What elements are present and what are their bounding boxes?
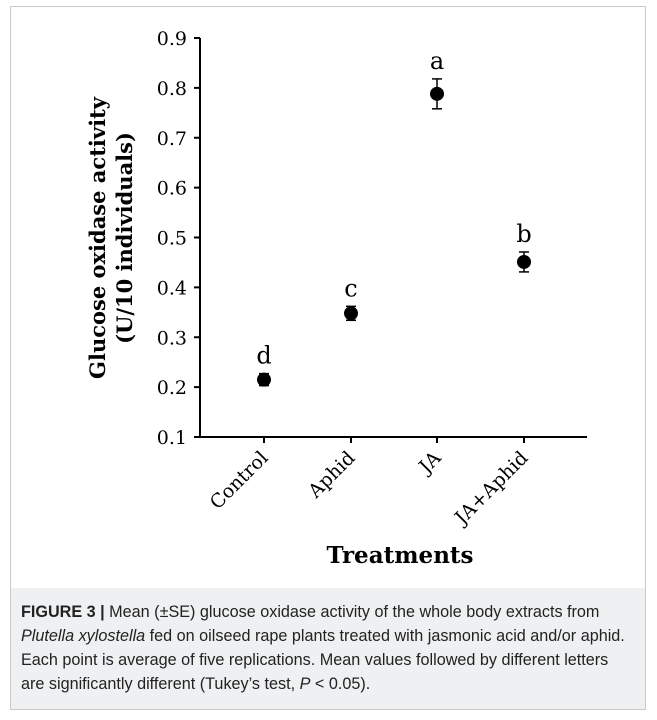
x-tick-label: JA+Aphid	[449, 447, 532, 530]
y-axis-label-line2: (U/10 individuals)	[112, 132, 137, 344]
significance-letter: c	[344, 274, 357, 302]
y-tick-label: 0.2	[157, 377, 187, 399]
y-tick-label: 0.7	[157, 128, 187, 150]
caption-text-3: < 0.05).	[310, 675, 371, 693]
significance-letter: d	[256, 342, 271, 370]
y-tick-label: 0.5	[157, 228, 187, 250]
y-tick-label: 0.1	[157, 427, 187, 449]
axis-labels: Glucose oxidase activity(U/10 individual…	[85, 96, 473, 569]
y-tick-label: 0.8	[157, 78, 187, 100]
y-axis-label: Glucose oxidase activity(U/10 individual…	[85, 96, 137, 379]
data-point	[257, 372, 271, 387]
caption-p: P	[299, 675, 311, 693]
x-tick-label: Aphid	[303, 447, 359, 503]
y-tick-label: 0.3	[157, 327, 187, 349]
y-tick-label: 0.4	[157, 277, 187, 299]
figure-caption: FIGURE 3 | Mean (±SE) glucose oxidase ac…	[11, 588, 645, 709]
caption-species: Plutella xylostella	[21, 627, 146, 645]
data-point	[344, 306, 358, 321]
data-point	[430, 86, 444, 101]
chart: 0.1 0.2 0.3 0.4 0.5 0.6 0.7 0.8 0.9 Control Aphid J…	[85, 28, 587, 569]
data-marks: d c a b	[256, 47, 532, 387]
x-tick-label: Control	[206, 447, 273, 514]
y-tick-label: 0.6	[157, 178, 187, 200]
x-axis-label: Treatments	[327, 542, 474, 569]
caption-label: FIGURE 3 |	[21, 603, 105, 621]
y-axis-label-line1: Glucose oxidase activity	[85, 96, 110, 379]
axes: 0.1 0.2 0.3 0.4 0.5 0.6 0.7 0.8 0.9 Control Aphid J…	[157, 28, 587, 530]
significance-letter: a	[430, 47, 444, 75]
caption-text-1: Mean (±SE) glucose oxidase activity of t…	[104, 603, 600, 621]
y-tick-label: 0.9	[157, 28, 187, 50]
significance-letter: b	[516, 220, 531, 248]
caption-text-2: fed on oilseed rape plants treated with …	[21, 627, 625, 693]
x-tick-label: JA	[413, 447, 445, 479]
data-point	[517, 254, 531, 269]
